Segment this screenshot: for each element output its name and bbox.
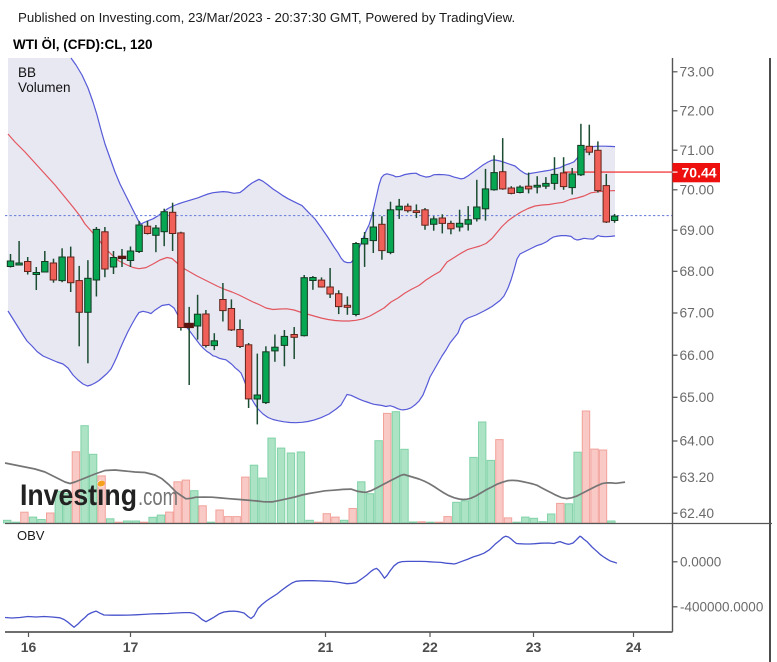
- svg-text:17: 17: [123, 639, 139, 655]
- svg-text:WTI Öl, (CFD):CL, 120: WTI Öl, (CFD):CL, 120: [13, 37, 153, 52]
- svg-text:.com: .com: [138, 484, 178, 511]
- svg-text:22: 22: [422, 639, 438, 655]
- svg-text:67.00: 67.00: [680, 306, 715, 321]
- svg-text:71.00: 71.00: [680, 143, 715, 158]
- svg-text:Published on Investing.com, 23: Published on Investing.com, 23/Mar/2023 …: [18, 10, 515, 25]
- svg-text:Investing: Investing: [20, 479, 137, 512]
- svg-text:23: 23: [526, 639, 542, 655]
- svg-text:66.00: 66.00: [680, 348, 715, 363]
- svg-text:62.40: 62.40: [680, 506, 715, 521]
- svg-text:70.44: 70.44: [682, 164, 717, 180]
- svg-text:0.0000: 0.0000: [680, 555, 721, 570]
- svg-text:64.00: 64.00: [680, 434, 715, 449]
- svg-text:-400000.0000: -400000.0000: [680, 600, 763, 615]
- svg-text:24: 24: [626, 639, 642, 655]
- svg-text:OBV: OBV: [17, 528, 45, 543]
- svg-text:68.00: 68.00: [680, 264, 715, 279]
- svg-text:63.20: 63.20: [680, 470, 715, 485]
- svg-text:21: 21: [318, 639, 334, 655]
- svg-text:BB: BB: [18, 65, 36, 80]
- svg-text:Volumen: Volumen: [18, 80, 71, 95]
- svg-text:65.00: 65.00: [680, 390, 715, 405]
- svg-text:73.00: 73.00: [680, 65, 715, 80]
- svg-text:16: 16: [21, 639, 37, 655]
- svg-text:72.00: 72.00: [680, 104, 715, 119]
- svg-text:70.00: 70.00: [680, 183, 715, 198]
- svg-text:69.00: 69.00: [680, 223, 715, 238]
